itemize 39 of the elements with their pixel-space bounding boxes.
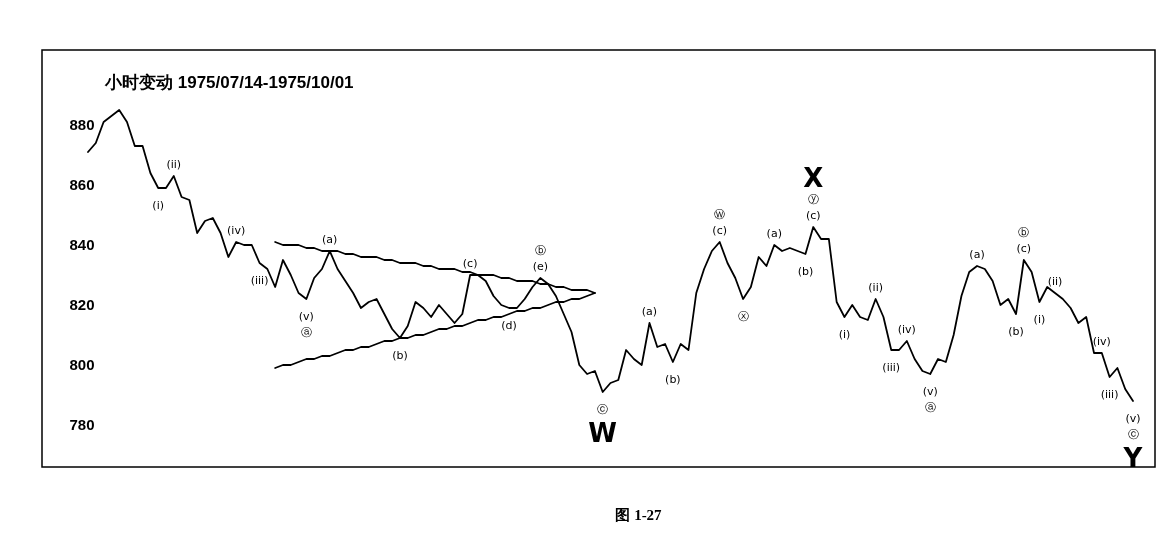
caption: 图 1-27: [615, 507, 663, 523]
text: 小时变动 1975/07/14-1975/10/01: [104, 73, 354, 92]
y-tick-label: 780: [69, 416, 95, 433]
data-label: (ii): [868, 281, 883, 294]
data-label: (a): [766, 227, 782, 240]
data-label: (iii): [882, 361, 901, 374]
data-label: (iii): [1100, 388, 1119, 401]
data-label: (iii): [250, 274, 269, 287]
data-label: ⓧ: [737, 310, 749, 323]
data-label: (v) ⓐ: [922, 385, 938, 414]
data-label: (v) ⓐ: [298, 310, 314, 339]
y-tick-label: 800: [69, 356, 95, 373]
data-label: (b): [392, 349, 408, 362]
data-label: (iv): [1092, 335, 1111, 348]
data-label: (iv): [897, 323, 916, 336]
data-label: (a): [641, 305, 658, 318]
data-label: (i): [152, 199, 165, 212]
data-label: (b): [1008, 325, 1024, 338]
y-tick-label: 860: [69, 176, 95, 193]
data-label: (ii): [166, 158, 182, 171]
data-label: ⓑ (e): [532, 244, 548, 273]
data-label: (i): [838, 328, 851, 341]
data-label: (ii): [1047, 275, 1063, 288]
data-label: Ⓦ (c): [712, 208, 727, 237]
data-label: (v) ⓒ Y: [1122, 412, 1144, 473]
data-label: (a): [322, 233, 338, 246]
y-tick-label: 880: [69, 116, 95, 133]
data-label: ⓒ W: [588, 403, 618, 448]
y-tick-label: 840: [69, 236, 95, 253]
data-label: (c): [462, 257, 478, 270]
data-label: ⓑ (c): [1016, 226, 1032, 255]
data-label: X ⓨ (c): [803, 163, 824, 222]
data-label: (b): [797, 265, 814, 278]
data-label: (i): [1033, 313, 1046, 326]
data-label: (a): [969, 248, 985, 261]
data-label: (iv): [227, 224, 246, 237]
data-label: (d): [501, 319, 517, 332]
y-tick-label: 820: [69, 296, 95, 313]
data-label: (b): [665, 373, 681, 386]
